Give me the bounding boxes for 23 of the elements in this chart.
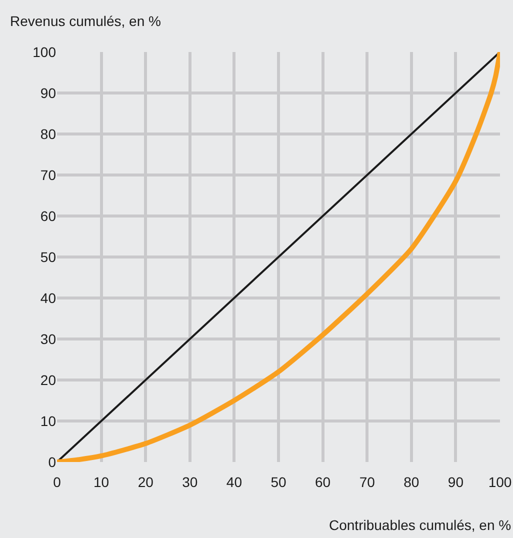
- y-tick-label: 60: [40, 208, 56, 224]
- x-tick-label: 100: [488, 474, 512, 490]
- y-tick-label: 80: [40, 126, 56, 142]
- x-tick-label: 10: [94, 474, 110, 490]
- x-tick-label: 80: [404, 474, 420, 490]
- x-axis-title: Contribuables cumulés, en %: [329, 517, 512, 533]
- y-tick-label: 50: [40, 248, 56, 265]
- y-tick-label: 40: [40, 290, 56, 306]
- x-tick-label: 50: [270, 474, 286, 490]
- y-tick-label: 0: [48, 454, 56, 470]
- x-tick-label: 20: [138, 474, 154, 490]
- x-tick-label: 90: [448, 474, 464, 490]
- y-tick-label: 70: [40, 166, 56, 183]
- y-tick-label: 10: [40, 412, 56, 429]
- y-axis-title: Revenus cumulés, en %: [10, 13, 161, 29]
- x-tick-label: 30: [182, 474, 198, 490]
- y-tick-label: 90: [40, 84, 56, 101]
- y-tick-label: 30: [40, 330, 56, 347]
- x-tick-label: 60: [315, 474, 331, 490]
- y-tick-label: 100: [32, 44, 56, 60]
- y-tick-label: 20: [40, 372, 56, 388]
- x-tick-label: 40: [226, 474, 242, 490]
- x-tick-label: 70: [359, 474, 376, 490]
